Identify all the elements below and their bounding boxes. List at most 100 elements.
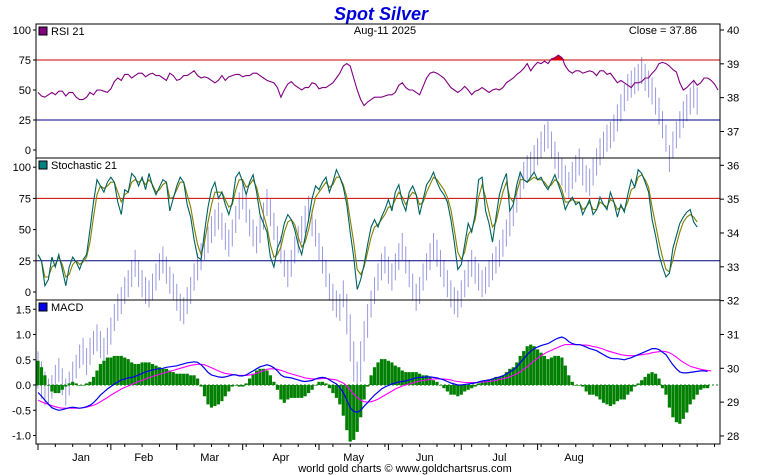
price-axis-tick-label: 39 bbox=[727, 59, 739, 71]
macd-axis-tick-label: 0.5 bbox=[16, 355, 31, 367]
stochastic-d-line bbox=[37, 173, 698, 278]
macd-histogram-bar bbox=[404, 372, 408, 385]
macd-histogram-bar bbox=[699, 385, 703, 390]
macd-histogram-bar bbox=[563, 365, 567, 385]
macd-histogram-bar bbox=[539, 352, 543, 385]
macd-histogram-bar bbox=[633, 385, 637, 387]
macd-histogram-bar bbox=[671, 385, 675, 418]
macd-histogram-bar bbox=[428, 376, 432, 385]
macd-histogram-bar bbox=[473, 385, 477, 387]
macd-histogram-bar bbox=[95, 370, 99, 385]
x-axis-month-label: May bbox=[343, 452, 364, 464]
macd-histogram-bar bbox=[36, 360, 40, 385]
macd-histogram-bar bbox=[43, 375, 47, 385]
macd-histogram-bar bbox=[359, 385, 363, 418]
macd-histogram-bar bbox=[206, 385, 210, 405]
macd-histogram-bar bbox=[584, 385, 588, 392]
macd-histogram-bar bbox=[570, 381, 574, 385]
macd-histogram-bar bbox=[577, 385, 581, 386]
macd-histogram-bar bbox=[102, 360, 106, 385]
macd-histogram-bar bbox=[706, 385, 710, 389]
macd-histogram-bar bbox=[490, 378, 495, 385]
macd-histogram-bar bbox=[345, 385, 349, 431]
macd-axis-tick-label: -0.5 bbox=[12, 405, 31, 417]
macd-histogram-bar bbox=[480, 381, 484, 385]
macd-histogram-bar bbox=[685, 385, 689, 413]
price-axis-tick-label: 38 bbox=[727, 93, 739, 105]
macd-histogram-bar bbox=[442, 385, 446, 389]
macd-histogram-bar bbox=[390, 362, 394, 385]
macd-histogram-bar bbox=[327, 385, 331, 389]
date-label: Aug-11 2025 bbox=[354, 25, 416, 37]
stochastic-axis-tick-label: 50 bbox=[19, 225, 31, 237]
macd-axis-tick-label: 0.0 bbox=[16, 380, 31, 392]
macd-histogram-bar bbox=[546, 359, 550, 385]
macd-histogram-bar bbox=[612, 385, 616, 405]
macd-histogram-bar bbox=[265, 370, 269, 385]
macd-histogram-bar bbox=[147, 362, 151, 385]
price-axis-tick-label: 29 bbox=[727, 397, 739, 409]
macd-histogram-bar bbox=[615, 385, 619, 402]
macd-signal-line bbox=[37, 344, 712, 409]
macd-histogram-bar bbox=[414, 372, 418, 385]
macd-histogram-bar bbox=[251, 373, 255, 385]
price-axis-tick-label: 33 bbox=[727, 262, 739, 274]
macd-histogram-bar bbox=[660, 385, 665, 389]
macd-histogram-bar bbox=[81, 385, 85, 386]
macd-histogram-bar bbox=[640, 380, 644, 385]
macd-histogram-bar bbox=[144, 362, 148, 385]
x-axis-month-label: Jul bbox=[492, 452, 506, 464]
macd-histogram-bar bbox=[126, 359, 130, 385]
macd-histogram-bar bbox=[549, 357, 554, 385]
macd-histogram-bar bbox=[209, 385, 214, 408]
macd-histogram-bar bbox=[307, 385, 311, 394]
macd-histogram-bar bbox=[598, 385, 602, 400]
macd-histogram-bar bbox=[591, 385, 595, 395]
macd-histogram-bar bbox=[185, 373, 189, 385]
macd-histogram-bar bbox=[289, 385, 293, 398]
macd-histogram-bar bbox=[279, 385, 283, 400]
macd-histogram-bar bbox=[300, 385, 304, 398]
macd-histogram-bar bbox=[202, 385, 207, 397]
macd-histogram-bar bbox=[105, 357, 109, 385]
macd-histogram-bar bbox=[511, 367, 515, 385]
x-axis-month-label: Jan bbox=[72, 452, 90, 464]
macd-histogram-bar bbox=[636, 383, 640, 385]
macd-histogram-bar bbox=[196, 378, 200, 385]
macd-histogram-bar bbox=[331, 385, 335, 394]
macd-histogram-bar bbox=[397, 367, 401, 385]
macd-histogram-bar bbox=[522, 351, 526, 385]
macd-histogram-bar bbox=[355, 385, 359, 432]
macd-histogram-bar bbox=[189, 375, 193, 385]
macd-histogram-bar bbox=[261, 368, 266, 385]
macd-histogram-bar bbox=[324, 383, 328, 385]
footer-credit: world gold charts © www.goldchartsrus.co… bbox=[297, 463, 512, 475]
stochastic-axis-tick-label: 0 bbox=[25, 287, 31, 299]
macd-histogram-bar bbox=[241, 385, 245, 387]
x-axis-month-label: Mar bbox=[200, 452, 219, 464]
macd-legend-label: MACD bbox=[51, 302, 83, 314]
macd-histogram-bar bbox=[459, 385, 463, 395]
stochastic-axis-tick-label: 75 bbox=[19, 193, 31, 205]
macd-histogram-bar bbox=[317, 381, 321, 385]
macd-axis-tick-label: 1.5 bbox=[16, 304, 31, 316]
macd-histogram-bar bbox=[74, 383, 78, 385]
macd-histogram-bar bbox=[605, 385, 609, 405]
macd-axis-tick-label: 1.0 bbox=[16, 330, 31, 342]
price-axis-tick-label: 37 bbox=[727, 126, 739, 138]
macd-histogram-bar bbox=[463, 385, 467, 392]
macd-histogram-bar bbox=[275, 385, 279, 390]
macd-histogram-bar bbox=[692, 385, 696, 400]
macd-histogram-bar bbox=[678, 385, 682, 424]
macd-histogram-bar bbox=[164, 368, 168, 385]
macd-histogram-bar bbox=[504, 372, 508, 385]
macd-histogram-bar bbox=[310, 385, 314, 390]
macd-histogram-bar bbox=[157, 367, 161, 385]
macd-histogram-bar bbox=[192, 375, 196, 385]
macd-histogram-bar bbox=[175, 373, 179, 385]
macd-histogram-bar bbox=[57, 385, 61, 394]
macd-histogram-bar bbox=[553, 355, 557, 385]
macd-histogram-bar bbox=[435, 381, 439, 385]
price-axis-tick-label: 40 bbox=[727, 25, 739, 37]
